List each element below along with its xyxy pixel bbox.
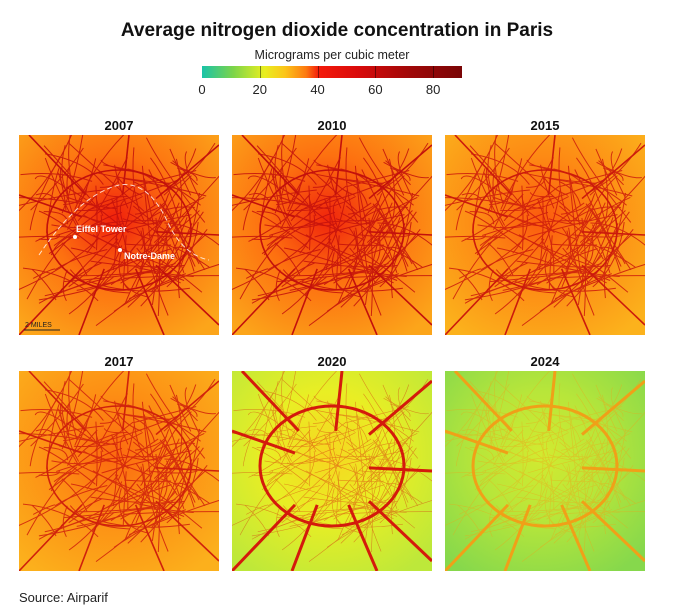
legend-color-bar bbox=[202, 66, 462, 78]
legend-tick bbox=[259, 66, 261, 78]
legend-tick-label: 40 bbox=[310, 82, 325, 97]
legend-tick bbox=[375, 66, 377, 78]
legend-tick-label: 80 bbox=[425, 82, 441, 97]
major-roads bbox=[232, 371, 432, 571]
map-2015 bbox=[445, 135, 645, 335]
legend-tick-label: 20 bbox=[252, 82, 267, 97]
legend-tick bbox=[317, 66, 319, 78]
major-roads bbox=[445, 371, 645, 571]
year-label: 2024 bbox=[530, 354, 560, 369]
legend-tick-label: 60 bbox=[368, 82, 383, 97]
seine-river bbox=[38, 184, 210, 261]
year-label: 2010 bbox=[317, 118, 347, 133]
major-roads bbox=[445, 135, 645, 335]
map-2017 bbox=[19, 371, 219, 571]
map-2010 bbox=[232, 135, 432, 335]
map-2007: Eiffel Tower Notre-Dame 2 MILES bbox=[19, 135, 219, 335]
legend-tick-label: 0 bbox=[198, 82, 206, 97]
year-label: 2017 bbox=[104, 354, 134, 369]
legend-tick bbox=[433, 66, 435, 78]
notre-dame-marker bbox=[118, 248, 122, 252]
legend-title: Micrograms per cubic meter bbox=[254, 48, 410, 62]
map-2020 bbox=[232, 371, 432, 571]
source-note: Source: Airparif bbox=[19, 590, 108, 605]
year-label: 2015 bbox=[530, 118, 560, 133]
notre-dame-label: Notre-Dame bbox=[124, 251, 175, 261]
major-roads bbox=[19, 371, 219, 571]
scale-label: 2 MILES bbox=[25, 322, 52, 329]
map-2024 bbox=[445, 371, 645, 571]
major-roads bbox=[232, 135, 432, 335]
eiffel-tower-marker bbox=[73, 235, 77, 239]
eiffel-tower-label: Eiffel Tower bbox=[76, 224, 127, 234]
page-title: Average nitrogen dioxide concentration i… bbox=[120, 20, 554, 41]
year-label: 2007 bbox=[104, 118, 134, 133]
year-label: 2020 bbox=[317, 354, 347, 369]
